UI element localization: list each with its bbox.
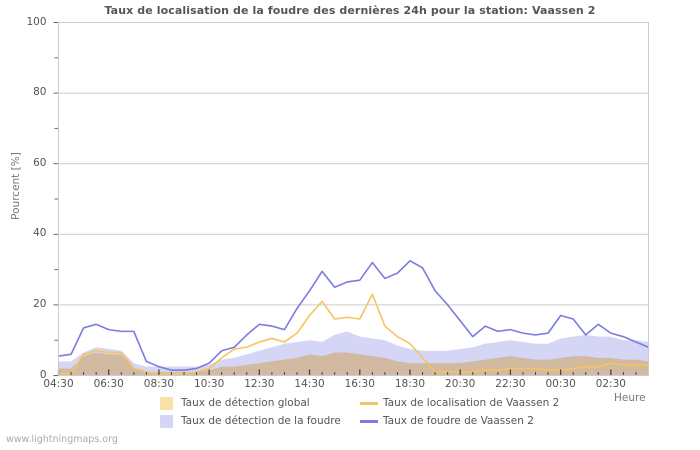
x-tick-label: 18:30	[394, 378, 426, 390]
legend-item[interactable]: Taux de détection de la foudre	[160, 412, 360, 430]
chart-legend: Taux de détection global Taux de localisa…	[160, 394, 590, 430]
line-series	[57, 293, 650, 375]
y-tick-label: 40	[33, 227, 47, 240]
y-tick-label: 0	[39, 368, 47, 381]
legend-label: Taux de localisation de Vaassen 2	[383, 397, 560, 409]
x-tick-label: 00:30	[545, 378, 576, 390]
plot-frame	[58, 22, 649, 376]
legend-area-swatch-icon	[160, 396, 173, 410]
x-tick-label: 04:30	[43, 378, 74, 390]
legend-item[interactable]: Taux de localisation de Vaassen 2	[360, 394, 590, 412]
legend-item[interactable]: Taux de détection global	[160, 394, 360, 412]
x-tick-label: 02:30	[595, 378, 626, 390]
y-tick-label: 80	[33, 86, 47, 99]
legend-item[interactable]: Taux de foudre de Vaassen 2	[360, 412, 590, 430]
x-tick-label: 12:30	[244, 378, 275, 390]
chart-title: Taux de localisation de la foudre des de…	[104, 4, 596, 17]
legend-label: Taux de détection global	[181, 397, 310, 409]
x-tick-label: 22:30	[495, 378, 526, 390]
x-tick-label: 06:30	[93, 378, 124, 390]
line-series	[57, 259, 650, 371]
x-tick-label: 16:30	[344, 378, 375, 390]
y-tick-label: 100	[26, 15, 47, 28]
legend-area-swatch-icon	[160, 414, 173, 428]
x-tick-label: 20:30	[445, 378, 476, 390]
x-tick-label: 14:30	[294, 378, 325, 390]
legend-line-swatch-icon	[360, 419, 378, 423]
y-tick-label: 20	[33, 297, 47, 310]
x-tick-label: 08:30	[143, 378, 175, 390]
y-tick-label: 60	[33, 156, 47, 169]
legend-label: Taux de détection de la foudre	[181, 415, 341, 427]
legend-label: Taux de foudre de Vaassen 2	[383, 415, 534, 427]
gridlines	[58, 92, 649, 306]
x-tick-label: 10:30	[193, 378, 225, 390]
data-series	[57, 259, 650, 376]
legend-line-swatch-icon	[360, 401, 378, 405]
x-axis-title: Heure	[614, 392, 646, 404]
watermark: www.lightningmaps.org	[6, 434, 118, 445]
axis-ticks	[53, 22, 649, 376]
